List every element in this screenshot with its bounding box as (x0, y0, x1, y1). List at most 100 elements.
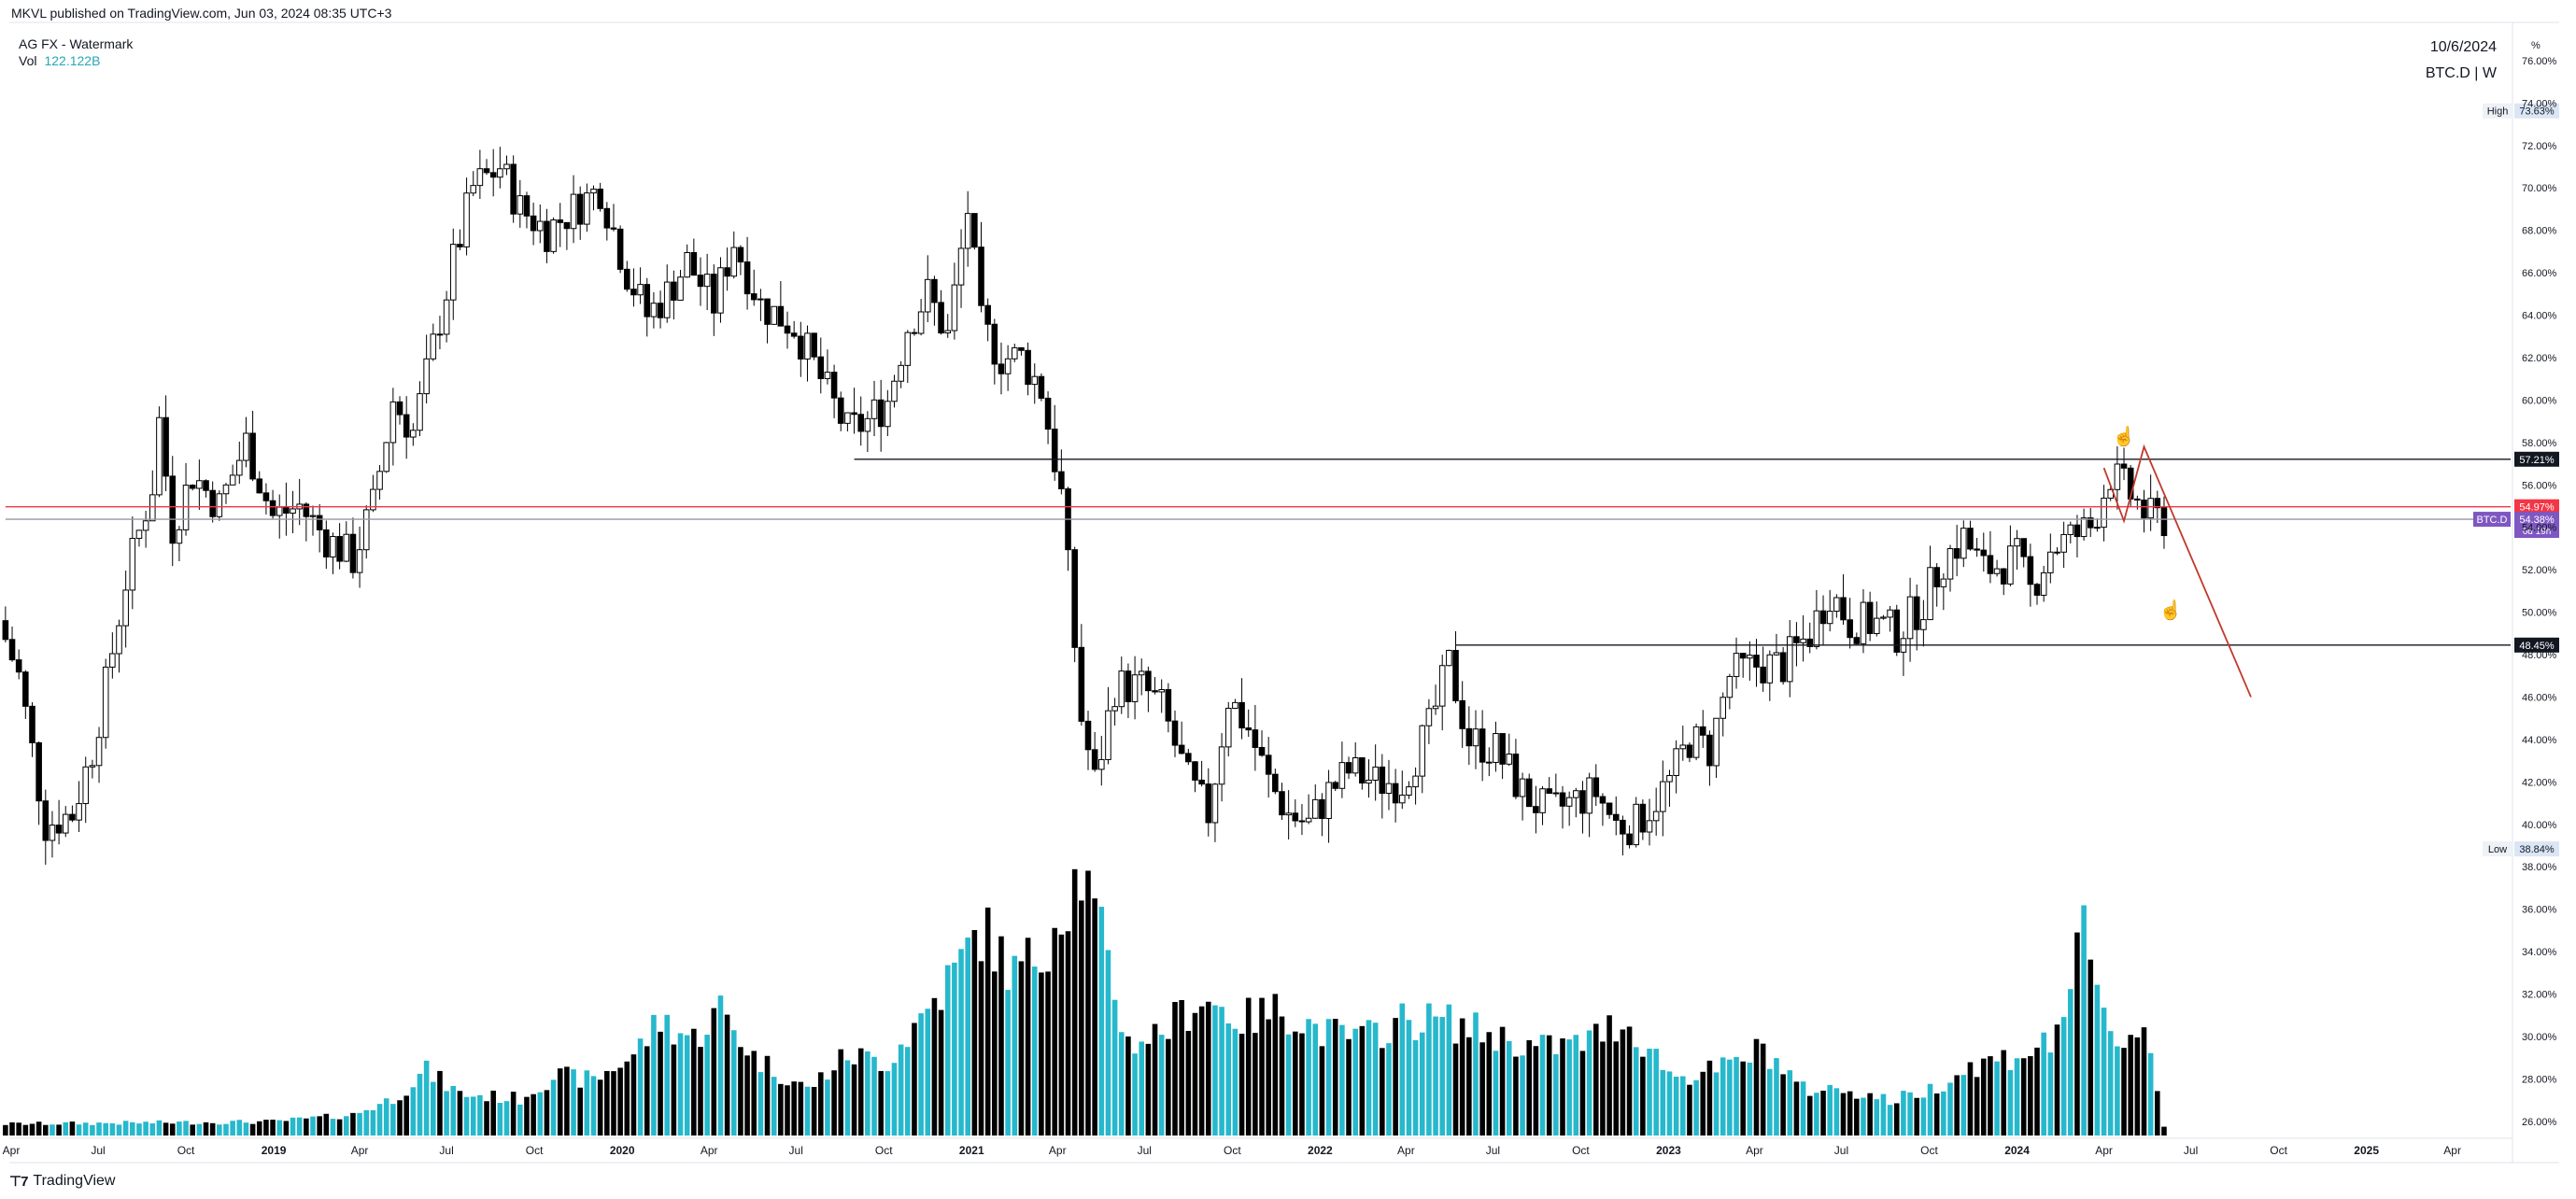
volume-bar (1473, 1012, 1479, 1136)
candle-body (1038, 375, 1045, 399)
candle-body (1539, 788, 1546, 813)
candle-body (1258, 746, 1266, 756)
volume-bar (617, 1067, 623, 1136)
footer-brand[interactable]: TradingView (33, 1173, 116, 1189)
candle-body (1345, 762, 1352, 774)
volume-bar (651, 1014, 657, 1136)
volume-bar (323, 1113, 330, 1136)
candle-body (1887, 609, 1893, 618)
volume-bar (2161, 1126, 2167, 1136)
volume-bar (190, 1124, 195, 1136)
candle-body (1352, 756, 1359, 774)
candle-body (657, 303, 664, 318)
volume-bar (738, 1047, 743, 1136)
candle-body (1479, 728, 1486, 763)
candle-body (1452, 649, 1459, 701)
candle-body (1338, 762, 1346, 789)
price-tick-label: 44.00% (2522, 735, 2557, 746)
volume-bar (1814, 1093, 1819, 1136)
volume-bar (1988, 1056, 1993, 1136)
high-value-bg (2514, 103, 2559, 119)
candle-body (176, 529, 183, 544)
volume-bar (811, 1086, 817, 1136)
candle-body (1646, 820, 1653, 833)
candle-body (389, 401, 397, 444)
price-tick-label: 34.00% (2522, 947, 2557, 958)
volume-bar (2081, 905, 2087, 1136)
volume-bar (1052, 927, 1058, 1136)
candle-body (1573, 790, 1579, 798)
candle-body (576, 193, 584, 225)
volume-legend[interactable]: Vol 122.122B (19, 52, 133, 69)
candle-body (443, 299, 450, 335)
volume-bar (1426, 1003, 1432, 1136)
candle-body (229, 474, 236, 486)
volume-bar (717, 995, 724, 1136)
candle-body (764, 298, 771, 325)
volume-bar (704, 1035, 710, 1136)
candle-body (1325, 782, 1332, 820)
candle-body (423, 358, 430, 395)
volume-bar (537, 1092, 544, 1136)
candle-body (116, 625, 122, 655)
volume-bar (223, 1123, 229, 1136)
volume-bar (1941, 1091, 1946, 1136)
volume-bar (952, 962, 957, 1136)
hand-pointer-icon[interactable]: ☝ (2113, 425, 2136, 447)
volume-bar (1198, 1006, 1205, 1136)
volume-bar (1833, 1088, 1840, 1136)
low-label: Low (2488, 844, 2507, 855)
volume-bar (978, 961, 984, 1136)
volume-bar (196, 1123, 203, 1136)
volume-bar (256, 1121, 262, 1136)
time-tick-label: Apr (701, 1144, 718, 1157)
candle-body (1967, 528, 1974, 550)
candle-body (1232, 701, 1238, 710)
volume-bar (236, 1120, 243, 1136)
indicator-title[interactable]: AG FX - Watermark (19, 36, 134, 51)
low-value: 38.84% (2519, 844, 2555, 855)
candle-body (1279, 791, 1285, 816)
volume-bar (1640, 1056, 1646, 1136)
scale-unit-percent-icon[interactable]: % (2531, 40, 2541, 51)
volume-bar (1118, 1032, 1125, 1136)
volume-bar (1647, 1049, 1652, 1136)
volume-bar (82, 1122, 89, 1136)
candle-body (1579, 790, 1586, 814)
level-price-label-bg (2514, 451, 2559, 467)
volume-bar (885, 1071, 891, 1136)
volume-bar (357, 1112, 362, 1136)
candle-body (1793, 636, 1800, 643)
candle-body (1398, 794, 1406, 804)
hand-pointer-icon[interactable]: ☝ (2159, 599, 2183, 621)
candle-body (1252, 729, 1259, 748)
candle-body (877, 399, 885, 428)
volume-bar (410, 1087, 417, 1136)
candle-body (1025, 349, 1031, 386)
candle-body (1559, 792, 1566, 807)
candle-body (817, 356, 825, 379)
candle-body (1011, 346, 1018, 360)
volume-bar (1232, 1028, 1238, 1136)
candle-body (89, 765, 96, 768)
volume-bar (1861, 1097, 1866, 1136)
candle-body (1673, 748, 1679, 777)
projection-trendline[interactable] (2102, 444, 2252, 698)
candle-body (1031, 375, 1039, 386)
candle-body (1974, 548, 1980, 551)
candle-body (1953, 548, 1960, 559)
volume-bar (376, 1104, 383, 1136)
tradingview-logo-icon[interactable]: ⊤7 (9, 1174, 28, 1190)
volume-bar (778, 1083, 784, 1136)
candle-body (76, 803, 82, 821)
volume-bar (531, 1093, 536, 1136)
price-tick-label: 42.00% (2522, 777, 2557, 788)
candle-body (984, 304, 991, 325)
volume-bar (2147, 1052, 2154, 1136)
candle-body (717, 267, 724, 314)
candle-body (1880, 616, 1887, 619)
candle-body (1873, 617, 1880, 634)
volume-bar (751, 1051, 757, 1136)
candle-body (1773, 652, 1780, 656)
